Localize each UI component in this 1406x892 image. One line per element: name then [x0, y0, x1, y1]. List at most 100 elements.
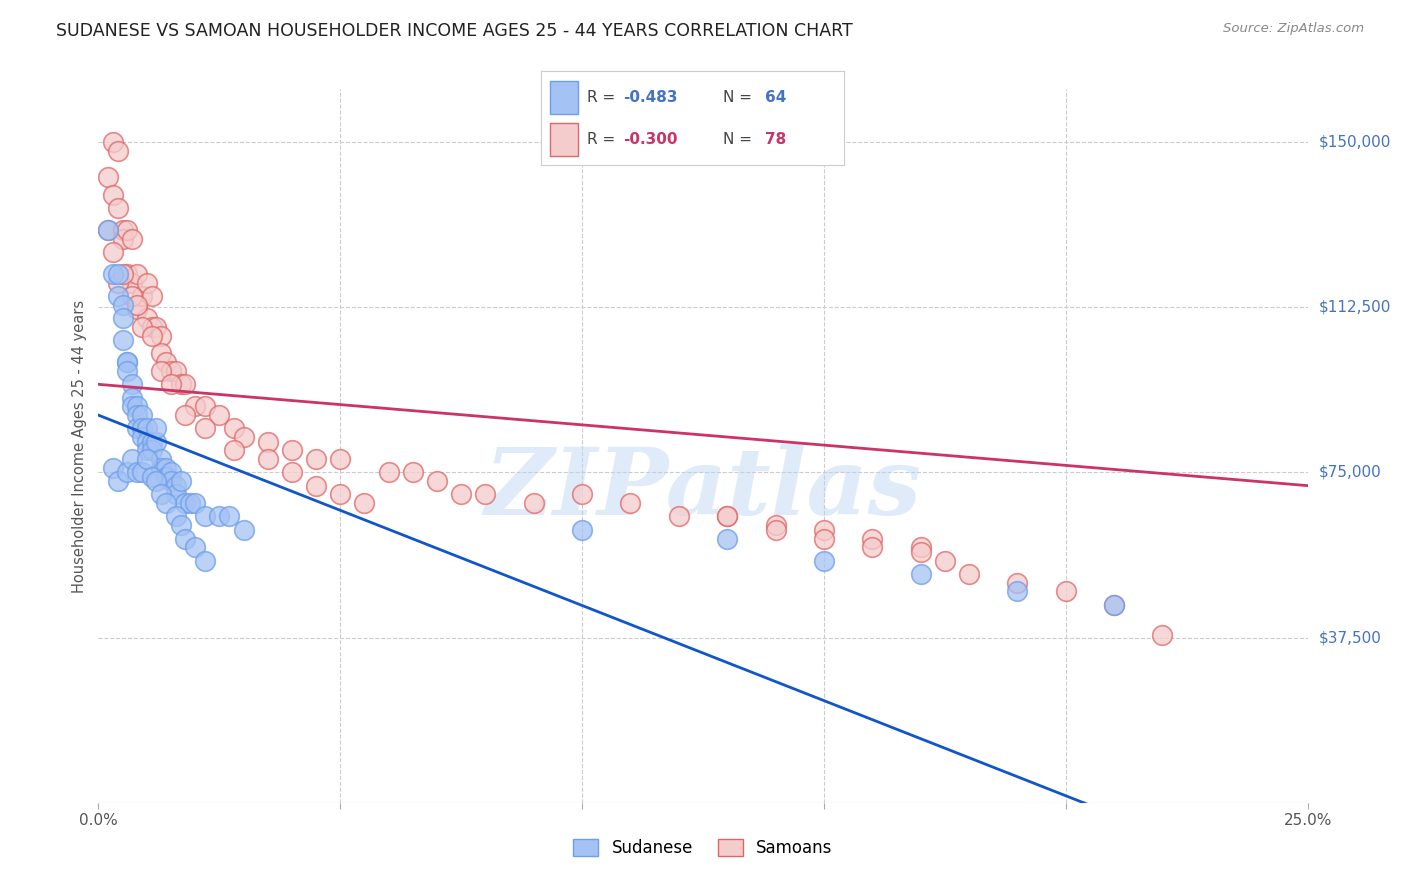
- Point: [131, 466, 153, 480]
- Point: [174, 532, 197, 546]
- Text: $150,000: $150,000: [1319, 135, 1391, 150]
- Point: [329, 452, 352, 467]
- Bar: [550, 81, 578, 113]
- Point: [107, 144, 129, 158]
- Point: [131, 408, 153, 422]
- Point: [121, 276, 143, 290]
- Point: [101, 267, 124, 281]
- Point: [101, 135, 124, 149]
- Point: [222, 421, 245, 435]
- Point: [127, 267, 149, 281]
- Point: [135, 434, 157, 449]
- Text: SUDANESE VS SAMOAN HOUSEHOLDER INCOME AGES 25 - 44 YEARS CORRELATION CHART: SUDANESE VS SAMOAN HOUSEHOLDER INCOME AG…: [56, 22, 853, 40]
- Text: N =: N =: [723, 132, 756, 147]
- Point: [208, 408, 231, 422]
- Point: [377, 466, 399, 480]
- Point: [131, 289, 153, 303]
- Point: [402, 466, 425, 480]
- Point: [1007, 575, 1029, 590]
- Text: R =: R =: [586, 89, 620, 104]
- Point: [160, 377, 183, 392]
- Point: [934, 553, 956, 567]
- Point: [716, 509, 738, 524]
- Point: [208, 509, 231, 524]
- Point: [160, 364, 183, 378]
- Point: [97, 223, 120, 237]
- Point: [194, 400, 217, 414]
- Point: [101, 245, 124, 260]
- Point: [141, 443, 163, 458]
- Point: [107, 475, 129, 489]
- Point: [111, 298, 134, 312]
- Point: [165, 487, 187, 501]
- Point: [256, 452, 278, 467]
- Legend: Sudanese, Samoans: Sudanese, Samoans: [565, 831, 841, 866]
- Point: [160, 466, 183, 480]
- Point: [232, 523, 254, 537]
- Point: [127, 466, 149, 480]
- Point: [145, 475, 167, 489]
- Point: [131, 320, 153, 334]
- Point: [150, 452, 173, 467]
- Point: [194, 509, 217, 524]
- Point: [1007, 584, 1029, 599]
- Point: [155, 470, 177, 484]
- Point: [910, 545, 932, 559]
- Point: [619, 496, 641, 510]
- Point: [145, 421, 167, 435]
- Point: [1054, 584, 1077, 599]
- Point: [305, 452, 328, 467]
- Point: [145, 434, 167, 449]
- Point: [813, 523, 835, 537]
- Point: [1152, 628, 1174, 642]
- Point: [111, 311, 134, 326]
- Point: [135, 452, 157, 467]
- Point: [117, 466, 139, 480]
- Point: [101, 461, 124, 475]
- Point: [910, 566, 932, 581]
- Point: [127, 400, 149, 414]
- Point: [121, 452, 143, 467]
- Point: [155, 461, 177, 475]
- Point: [117, 355, 139, 369]
- Text: $112,500: $112,500: [1319, 300, 1391, 315]
- Point: [169, 518, 191, 533]
- Point: [1102, 598, 1125, 612]
- Point: [141, 289, 163, 303]
- Text: Source: ZipAtlas.com: Source: ZipAtlas.com: [1223, 22, 1364, 36]
- Text: $37,500: $37,500: [1319, 630, 1382, 645]
- Point: [107, 267, 129, 281]
- Point: [145, 320, 167, 334]
- Point: [121, 391, 143, 405]
- Point: [150, 346, 173, 360]
- Point: [141, 329, 163, 343]
- Point: [111, 223, 134, 237]
- Point: [150, 487, 173, 501]
- Y-axis label: Householder Income Ages 25 - 44 years: Householder Income Ages 25 - 44 years: [72, 300, 87, 592]
- Point: [765, 523, 787, 537]
- Point: [571, 523, 593, 537]
- Point: [127, 298, 149, 312]
- Point: [169, 377, 191, 392]
- Point: [111, 333, 134, 347]
- Point: [135, 311, 157, 326]
- Point: [281, 443, 304, 458]
- Point: [256, 434, 278, 449]
- Point: [668, 509, 690, 524]
- Point: [150, 329, 173, 343]
- Point: [353, 496, 375, 510]
- Text: ZIPatlas: ZIPatlas: [485, 444, 921, 533]
- Point: [121, 400, 143, 414]
- Text: -0.300: -0.300: [623, 132, 678, 147]
- Point: [765, 518, 787, 533]
- Point: [155, 355, 177, 369]
- Point: [860, 541, 883, 555]
- Point: [184, 541, 207, 555]
- Point: [218, 509, 240, 524]
- Point: [194, 553, 217, 567]
- Bar: [550, 123, 578, 156]
- Point: [111, 267, 134, 281]
- Point: [165, 364, 187, 378]
- Point: [957, 566, 980, 581]
- Point: [305, 478, 328, 492]
